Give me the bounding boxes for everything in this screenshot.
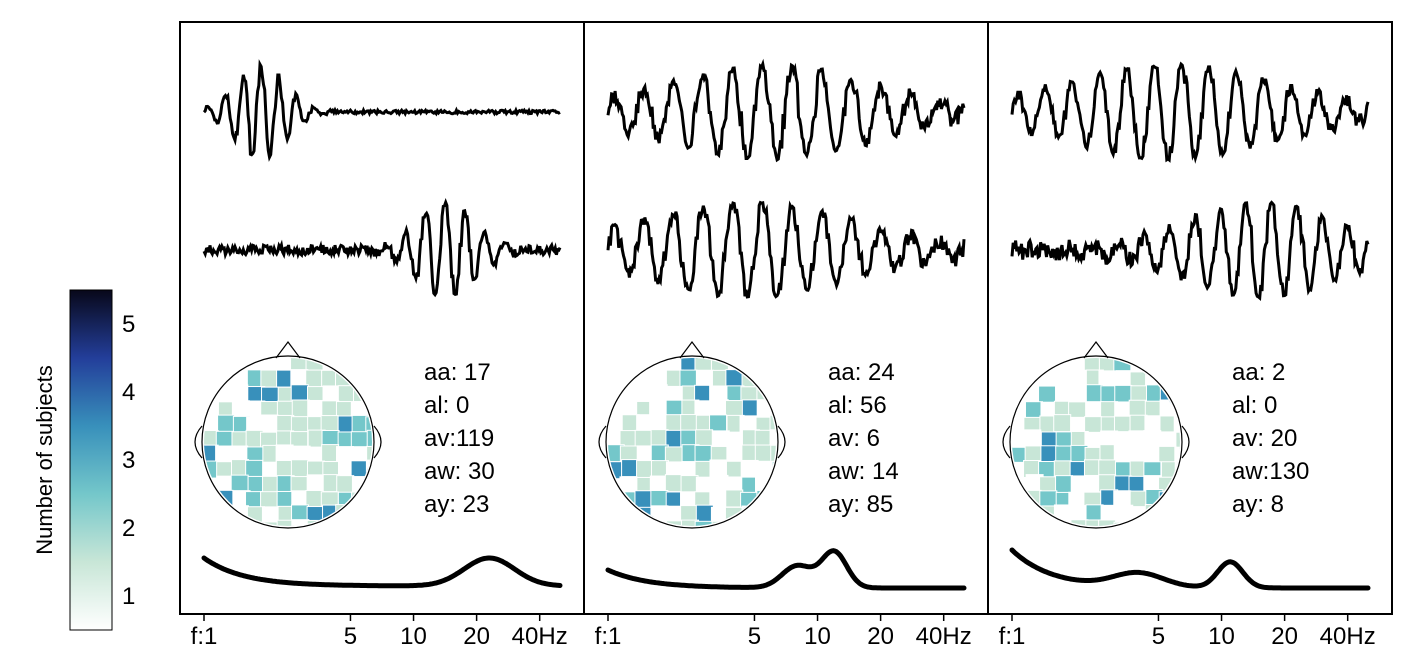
stat-av: av:119 [424,425,494,452]
stat-av: av: 20 [1232,425,1297,452]
stat-aw: aw: 30 [424,458,495,485]
colorbar-label: Number of subjects [32,365,57,555]
waveform-2 [1012,203,1368,299]
waveform-1 [204,64,560,157]
stat-aa: aa: 2 [1232,359,1285,386]
xaxis-tick: 5 [344,623,357,650]
svg-text:4: 4 [122,379,135,406]
svg-text:1: 1 [122,583,135,610]
stat-al: al: 0 [424,392,469,419]
stat-av: av: 6 [828,425,880,452]
xaxis-tick: 10 [804,623,831,650]
xaxis-tick: 5 [1152,623,1165,650]
xaxis-tick: 40Hz [512,623,568,650]
stat-ay: ay: 85 [828,491,893,518]
waveform-2 [608,203,964,297]
stat-al: al: 0 [1232,392,1277,419]
stat-al: al: 56 [828,392,887,419]
stat-aa: aa: 24 [828,359,895,386]
xaxis-tick: 20 [1271,623,1298,650]
figure-svg: 1 2 3 4 5 Number of subjects aa: 17 al: 0 av:119… [0,0,1408,670]
panel-2: aa: 2 al: 0 av: 20 aw:130 ay: 8 f:1 5 10 20 40Hz [988,22,1392,650]
waveform-1 [1012,64,1368,160]
stat-aa: aa: 17 [424,359,491,386]
stat-ay: ay: 8 [1232,491,1284,518]
topo-map [201,355,384,540]
svg-text:5: 5 [122,311,135,338]
topo-map [605,355,790,539]
xaxis-tick: 20 [867,623,894,650]
svg-text:2: 2 [122,515,135,542]
spectrum [204,558,560,586]
colorbar [70,290,112,630]
waveform-2 [204,202,560,294]
svg-text:3: 3 [122,447,135,474]
spectrum [1012,550,1368,588]
xaxis-tick: 5 [748,623,761,650]
xaxis-tick: f:1 [191,623,218,650]
waveform-1 [608,64,964,160]
xaxis-tick: f:1 [595,623,622,650]
stat-aw: aw: 14 [828,458,899,485]
xaxis-tick: 40Hz [916,623,972,650]
xaxis-tick: 10 [1208,623,1235,650]
xaxis-tick: 20 [463,623,490,650]
xaxis-tick: 40Hz [1320,623,1376,650]
spectrum [608,551,964,588]
stat-aw: aw:130 [1232,458,1309,485]
stat-ay: ay: 23 [424,491,489,518]
xaxis-tick: f:1 [999,623,1026,650]
panel-1: aa: 24 al: 56 av: 6 aw: 14 ay: 85 f:1 5 10 20 40H… [584,22,988,650]
xaxis-tick: 10 [400,623,427,650]
panel-0: aa: 17 al: 0 av:119 aw: 30 ay: 23 f:1 5 10 20 40H… [180,22,584,650]
topo-map [1009,355,1193,539]
